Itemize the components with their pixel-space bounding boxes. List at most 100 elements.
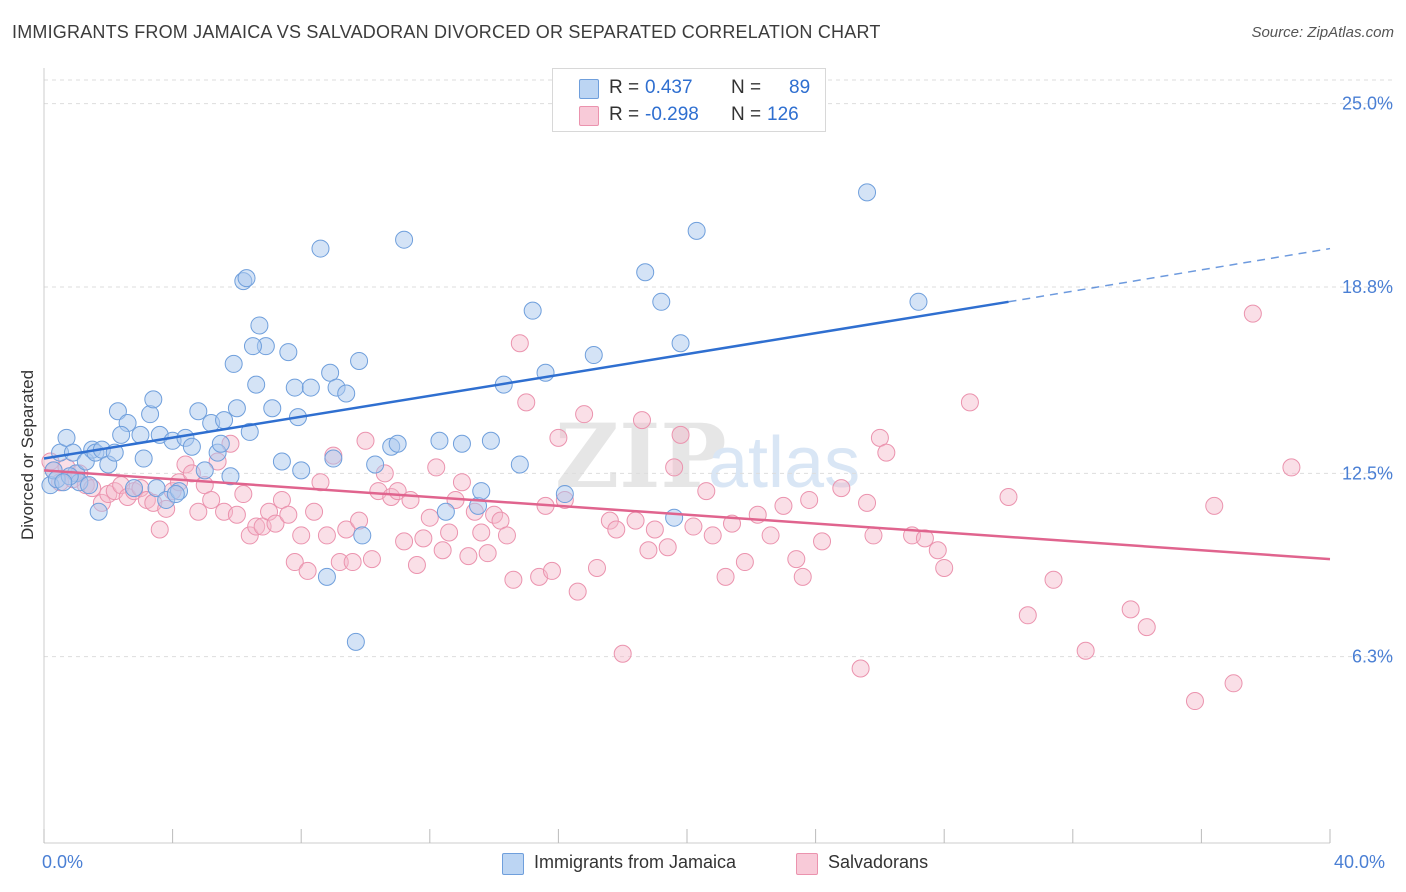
point-jamaica xyxy=(215,411,234,430)
point-jamaica xyxy=(301,378,320,397)
point-salvadoran xyxy=(362,550,381,569)
point-jamaica xyxy=(555,485,574,504)
point-salvadoran xyxy=(626,511,645,530)
point-salvadoran xyxy=(587,558,606,577)
point-jamaica xyxy=(243,337,262,356)
point-salvadoran xyxy=(1243,304,1262,323)
y-tick-label: 18.8% xyxy=(1342,277,1393,297)
point-salvadoran xyxy=(510,334,529,353)
point-salvadoran xyxy=(858,493,877,512)
point-jamaica xyxy=(125,479,144,498)
point-jamaica xyxy=(350,351,369,370)
point-salvadoran xyxy=(1044,570,1063,589)
point-jamaica xyxy=(263,399,282,418)
point-salvadoran xyxy=(452,473,471,492)
point-jamaica xyxy=(112,425,131,444)
correlation-legend: R = 0.437 N = 89 R = -0.298 N = 126 xyxy=(552,68,826,132)
point-salvadoran xyxy=(960,393,979,412)
point-jamaica xyxy=(224,354,243,373)
point-salvadoran xyxy=(1076,641,1095,660)
legend-row-jamaica: R = 0.437 N = 89 xyxy=(553,74,823,102)
y-tick-label: 6.3% xyxy=(1352,647,1393,667)
series-label-jamaica: Immigrants from Jamaica xyxy=(534,852,737,872)
trendline-salvadoran xyxy=(43,469,1331,561)
point-salvadoran xyxy=(915,529,934,548)
point-salvadoran xyxy=(774,496,793,515)
point-salvadoran xyxy=(684,517,703,536)
point-jamaica xyxy=(189,402,208,421)
point-salvadoran xyxy=(433,541,452,560)
point-salvadoran xyxy=(227,505,246,524)
legend-n-label: N = xyxy=(731,77,762,98)
point-salvadoran xyxy=(832,479,851,498)
point-jamaica xyxy=(89,502,108,521)
point-salvadoran xyxy=(517,393,536,412)
point-salvadoran xyxy=(176,455,195,474)
point-salvadoran xyxy=(356,431,375,450)
point-jamaica xyxy=(346,632,365,651)
point-jamaica xyxy=(80,476,99,495)
point-jamaica xyxy=(211,434,230,453)
point-salvadoran xyxy=(645,520,664,539)
point-salvadoran xyxy=(1205,496,1224,515)
legend-swatch-pink xyxy=(579,106,599,126)
point-salvadoran xyxy=(600,511,619,530)
point-jamaica xyxy=(221,467,240,486)
point-salvadoran xyxy=(549,428,568,447)
point-salvadoran xyxy=(1137,618,1156,637)
point-salvadoran xyxy=(472,523,491,542)
legend-r-value: -0.298 xyxy=(645,104,699,125)
point-jamaica xyxy=(317,567,336,586)
point-salvadoran xyxy=(542,561,561,580)
point-jamaica xyxy=(472,482,491,501)
point-jamaica xyxy=(636,263,655,282)
point-jamaica xyxy=(436,502,455,521)
point-jamaica xyxy=(240,422,259,441)
legend-r-label: R = xyxy=(609,104,640,125)
point-salvadoran xyxy=(330,553,349,572)
watermark-atlas: atlas xyxy=(708,423,860,503)
point-salvadoran xyxy=(671,425,690,444)
point-jamaica xyxy=(237,269,256,288)
point-jamaica xyxy=(182,437,201,456)
point-jamaica xyxy=(285,378,304,397)
point-salvadoran xyxy=(298,561,317,580)
point-jamaica xyxy=(652,292,671,311)
point-jamaica xyxy=(166,485,185,504)
point-salvadoran xyxy=(337,520,356,539)
point-salvadoran xyxy=(1018,606,1037,625)
point-salvadoran xyxy=(395,532,414,551)
series-label-salvadorans: Salvadorans xyxy=(828,852,929,872)
point-jamaica xyxy=(134,449,153,468)
point-jamaica xyxy=(247,375,266,394)
point-salvadoran xyxy=(665,458,684,477)
point-salvadoran xyxy=(440,523,459,542)
point-salvadoran xyxy=(305,502,324,521)
point-jamaica xyxy=(671,334,690,353)
point-salvadoran xyxy=(639,541,658,560)
point-jamaica xyxy=(481,431,500,450)
point-salvadoran xyxy=(697,482,716,501)
point-salvadoran xyxy=(420,508,439,527)
point-jamaica xyxy=(144,390,163,409)
point-salvadoran xyxy=(478,544,497,563)
point-salvadoran xyxy=(202,490,221,509)
legend-n-value: 89 xyxy=(789,77,811,98)
point-jamaica xyxy=(324,449,343,468)
point-jamaica xyxy=(147,479,166,498)
y-tick-label: 12.5% xyxy=(1342,463,1393,483)
source-note: Source: ZipAtlas.com xyxy=(1251,24,1394,41)
point-salvadoran xyxy=(787,550,806,569)
point-salvadoran xyxy=(735,553,754,572)
trendline-jamaica-extension xyxy=(1008,247,1331,303)
point-salvadoran xyxy=(935,558,954,577)
point-jamaica xyxy=(523,301,542,320)
point-salvadoran xyxy=(266,514,285,533)
point-salvadoran xyxy=(575,405,594,424)
point-jamaica xyxy=(292,461,311,480)
point-salvadoran xyxy=(497,526,516,545)
point-salvadoran xyxy=(703,526,722,545)
legend-n-value: 126 xyxy=(767,104,799,125)
point-salvadoran xyxy=(407,556,426,575)
point-salvadoran xyxy=(343,553,362,572)
